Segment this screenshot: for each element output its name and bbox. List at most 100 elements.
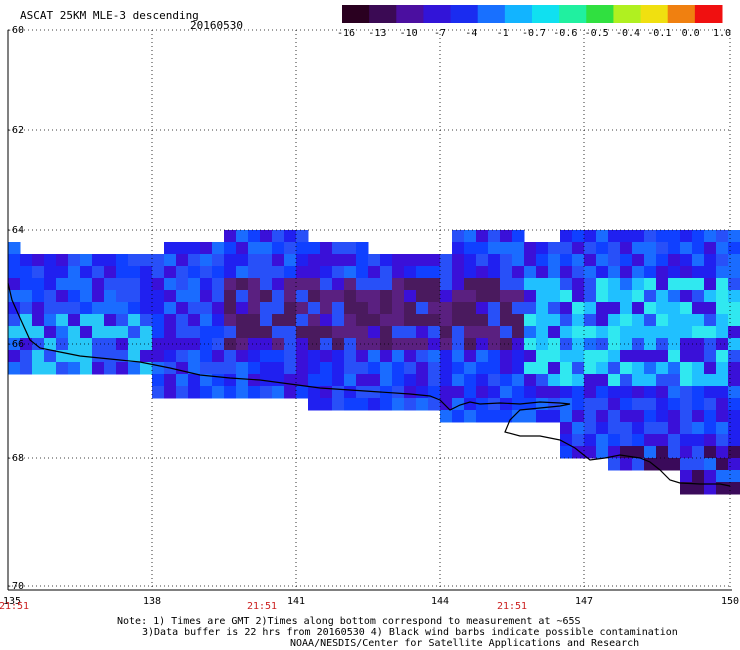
data-cell bbox=[92, 290, 105, 303]
data-cell bbox=[440, 266, 453, 279]
data-cell bbox=[632, 278, 645, 291]
longitude-label: 141 bbox=[286, 596, 306, 607]
data-cell bbox=[332, 374, 345, 387]
data-cell bbox=[584, 278, 597, 291]
data-cell bbox=[536, 278, 549, 291]
data-cell bbox=[20, 278, 33, 291]
data-cell bbox=[284, 254, 297, 267]
data-cell bbox=[212, 266, 225, 279]
data-cell bbox=[200, 314, 213, 327]
data-cell bbox=[512, 290, 525, 303]
data-cell bbox=[176, 242, 189, 255]
data-cell bbox=[536, 386, 549, 399]
data-cell bbox=[464, 374, 477, 387]
data-cell bbox=[596, 302, 609, 315]
data-cell bbox=[248, 386, 261, 399]
data-cell bbox=[368, 374, 381, 387]
data-cell bbox=[524, 302, 537, 315]
data-cell bbox=[452, 386, 465, 399]
data-cell bbox=[680, 398, 693, 411]
data-cell bbox=[692, 326, 705, 339]
data-cell bbox=[284, 350, 297, 363]
data-cell bbox=[704, 458, 717, 471]
data-cell bbox=[236, 254, 249, 267]
data-cell bbox=[680, 266, 693, 279]
data-cell bbox=[488, 266, 501, 279]
data-cell bbox=[524, 290, 537, 303]
data-cell bbox=[272, 350, 285, 363]
colorbar-swatch bbox=[396, 5, 424, 23]
data-cell bbox=[572, 290, 585, 303]
data-cell bbox=[716, 266, 729, 279]
colorbar-label: 1.0 bbox=[712, 28, 732, 39]
data-cell bbox=[356, 350, 369, 363]
data-cell bbox=[272, 386, 285, 399]
data-cell bbox=[80, 278, 93, 291]
data-cell bbox=[536, 266, 549, 279]
data-cell bbox=[596, 410, 609, 423]
data-cell bbox=[620, 266, 633, 279]
data-cell bbox=[668, 230, 681, 243]
data-cell bbox=[584, 242, 597, 255]
data-cell bbox=[428, 278, 441, 291]
data-cell bbox=[428, 398, 441, 411]
data-cell bbox=[536, 314, 549, 327]
data-cell bbox=[308, 386, 321, 399]
data-cell bbox=[128, 302, 141, 315]
data-cell bbox=[284, 386, 297, 399]
data-cell bbox=[32, 278, 45, 291]
data-cell bbox=[488, 290, 501, 303]
data-cell bbox=[344, 278, 357, 291]
data-cell bbox=[332, 326, 345, 339]
data-cell bbox=[428, 338, 441, 351]
data-cell bbox=[560, 230, 573, 243]
data-cell bbox=[464, 266, 477, 279]
data-cell bbox=[308, 362, 321, 375]
data-cell bbox=[164, 326, 177, 339]
data-cell bbox=[572, 302, 585, 315]
data-cell bbox=[80, 254, 93, 267]
colorbar-label: -10 bbox=[399, 28, 418, 39]
data-cell bbox=[212, 338, 225, 351]
data-cell bbox=[224, 350, 237, 363]
data-cell bbox=[728, 410, 740, 423]
data-cell bbox=[716, 326, 729, 339]
data-cell bbox=[524, 266, 537, 279]
data-cell bbox=[512, 314, 525, 327]
data-cell bbox=[248, 326, 261, 339]
data-cell bbox=[188, 326, 201, 339]
data-cell bbox=[308, 314, 321, 327]
data-cell bbox=[572, 266, 585, 279]
data-cell bbox=[584, 446, 597, 459]
data-cell bbox=[728, 350, 740, 363]
data-cell bbox=[632, 338, 645, 351]
data-cell bbox=[572, 326, 585, 339]
data-cell bbox=[488, 314, 501, 327]
data-cell bbox=[344, 302, 357, 315]
data-cell bbox=[716, 434, 729, 447]
data-cell bbox=[368, 326, 381, 339]
data-cell bbox=[728, 254, 740, 267]
data-cell bbox=[308, 242, 321, 255]
data-cell bbox=[260, 290, 273, 303]
data-cell bbox=[164, 266, 177, 279]
data-cell bbox=[152, 338, 165, 351]
data-cell bbox=[80, 314, 93, 327]
data-cell bbox=[392, 326, 405, 339]
data-cell bbox=[188, 278, 201, 291]
data-cell bbox=[680, 446, 693, 459]
data-cell bbox=[632, 350, 645, 363]
data-cell bbox=[500, 386, 513, 399]
data-cell bbox=[692, 302, 705, 315]
data-cell bbox=[272, 242, 285, 255]
data-cell bbox=[260, 314, 273, 327]
data-cell bbox=[344, 338, 357, 351]
colorbar-swatches bbox=[342, 5, 723, 23]
data-cell bbox=[380, 398, 393, 411]
colorbar-label: -1 bbox=[496, 28, 509, 39]
data-cell bbox=[692, 290, 705, 303]
data-cell bbox=[296, 374, 309, 387]
data-cell bbox=[500, 254, 513, 267]
data-cell bbox=[296, 302, 309, 315]
data-cell bbox=[608, 302, 621, 315]
